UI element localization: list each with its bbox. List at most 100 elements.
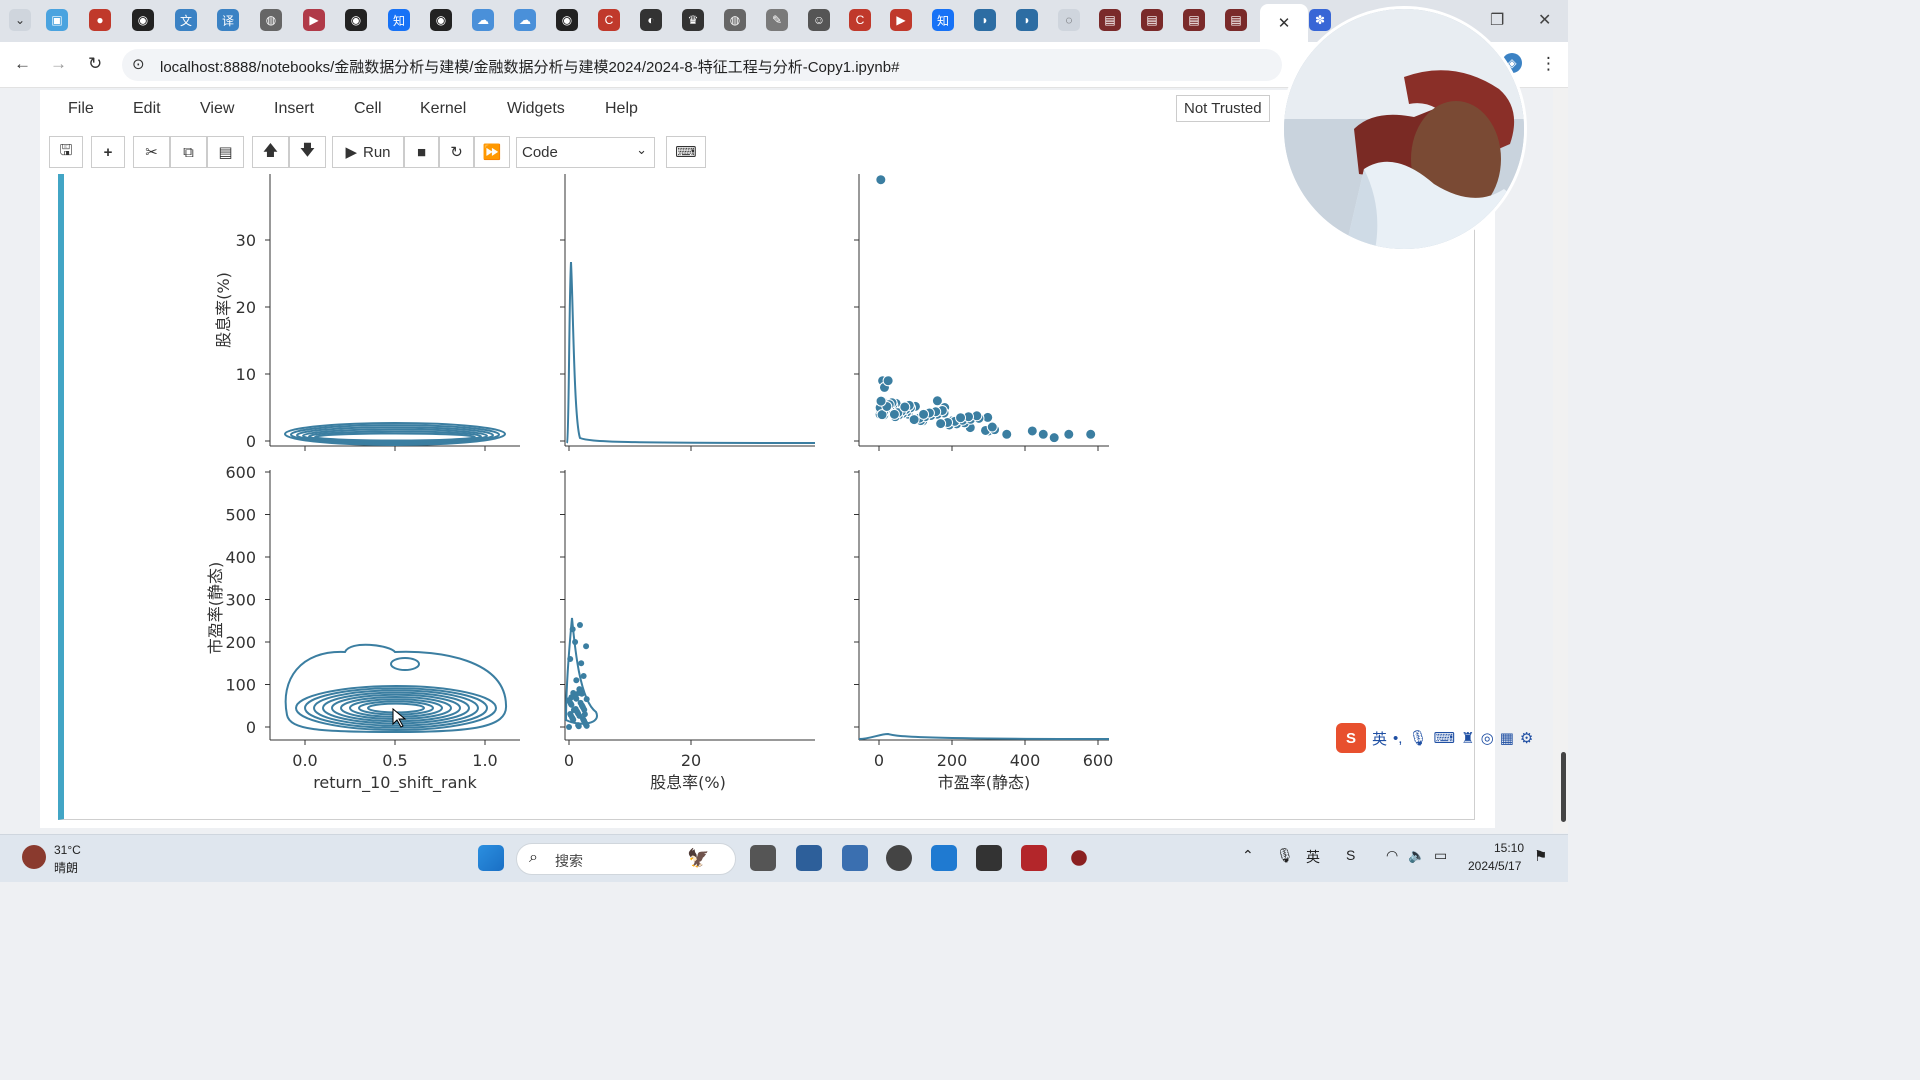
copy-button[interactable]: ⧉ bbox=[170, 136, 207, 168]
loading-tab-icon[interactable]: ◌ bbox=[1058, 9, 1080, 31]
menu-widgets[interactable]: Widgets bbox=[507, 100, 565, 117]
restore-window-icon[interactable]: ❐ bbox=[1490, 12, 1505, 29]
clock-date[interactable]: 2024/5/17 bbox=[1468, 859, 1522, 873]
menu-cell[interactable]: Cell bbox=[354, 100, 382, 117]
game-icon[interactable]: ◎ bbox=[1480, 730, 1494, 747]
run-button[interactable]: ▶ Run bbox=[332, 136, 404, 168]
url-text[interactable]: localhost:8888/notebooks/金融数据分析与建模/金融数据分… bbox=[160, 59, 900, 76]
chrome-icon[interactable] bbox=[886, 845, 912, 871]
battery-icon[interactable]: ▭ bbox=[1434, 847, 1448, 863]
trust-status-badge[interactable]: Not Trusted bbox=[1176, 95, 1270, 122]
site-info-icon[interactable]: ⊙ bbox=[132, 56, 145, 73]
active-tab[interactable]: ✕ bbox=[1260, 4, 1308, 42]
pen-tab-icon[interactable]: ✎ bbox=[766, 9, 788, 31]
clock-time[interactable]: 15:10 bbox=[1494, 841, 1525, 855]
csdn-tab-icon-2[interactable]: C bbox=[849, 9, 871, 31]
email-app-icon[interactable] bbox=[796, 845, 822, 871]
translate-tab-icon-2[interactable]: 译 bbox=[217, 9, 239, 31]
recorder-icon[interactable] bbox=[1071, 850, 1087, 866]
browser-menu-icon[interactable]: ⋮ bbox=[1540, 54, 1557, 73]
globe-tab-icon-2[interactable]: ◍ bbox=[724, 9, 746, 31]
cloud-tab-icon[interactable]: ☁ bbox=[472, 9, 494, 31]
keyboard-icon[interactable]: ⌨ bbox=[1433, 730, 1456, 747]
bilibili-tab-icon[interactable]: ▣ bbox=[46, 9, 68, 31]
menu-edit[interactable]: Edit bbox=[133, 100, 161, 117]
crown-tab-icon[interactable]: ♛ bbox=[682, 9, 704, 31]
app-tab-icon-2[interactable]: ◗ bbox=[1016, 9, 1038, 31]
tablet-app-icon[interactable] bbox=[750, 845, 776, 871]
menu-file[interactable]: File bbox=[68, 100, 94, 117]
grid-icon[interactable]: ▦ bbox=[1499, 730, 1514, 747]
book-tab-icon-2[interactable]: ▤ bbox=[1141, 9, 1163, 31]
book-tab-icon-3[interactable]: ▤ bbox=[1183, 9, 1205, 31]
weather-description[interactable]: 晴朗 bbox=[54, 861, 79, 875]
ime-lang-toggle[interactable]: 英 bbox=[1372, 730, 1388, 748]
sogou-icon[interactable]: S bbox=[1336, 723, 1366, 753]
app-tab-icon[interactable]: ◗ bbox=[974, 9, 996, 31]
tray-chevron-icon[interactable]: ⌃ bbox=[1242, 847, 1254, 863]
zhihu-tab-icon[interactable]: 知 bbox=[388, 9, 410, 31]
scrollbar-thumb[interactable] bbox=[1561, 752, 1566, 822]
tray-sogou-icon[interactable]: S bbox=[1346, 847, 1356, 863]
taskbar-search-input[interactable]: ⌕ 搜索 🦅 bbox=[516, 843, 736, 875]
skin-icon[interactable]: ♜ bbox=[1461, 730, 1475, 747]
book-tab-icon[interactable]: ▤ bbox=[1099, 9, 1121, 31]
file-explorer-icon[interactable] bbox=[842, 845, 868, 871]
volume-icon[interactable]: 🔈 bbox=[1408, 847, 1426, 863]
github-tab-icon-2[interactable]: ◉ bbox=[345, 9, 367, 31]
command-palette-button[interactable]: ⌨ bbox=[666, 136, 706, 168]
url-field[interactable] bbox=[122, 49, 1282, 81]
vertical-scrollbar[interactable] bbox=[1553, 88, 1568, 833]
weather-icon[interactable] bbox=[22, 845, 46, 869]
microphone-icon[interactable]: 🎙 bbox=[1408, 730, 1428, 747]
menu-help[interactable]: Help bbox=[605, 100, 638, 117]
insert-cell-button[interactable]: + bbox=[91, 136, 125, 168]
forward-icon[interactable]: → bbox=[50, 54, 67, 73]
youtube-tab-icon[interactable]: ▶ bbox=[890, 9, 912, 31]
terminal-icon[interactable] bbox=[976, 845, 1002, 871]
settings-icon[interactable]: ⚙ bbox=[1519, 730, 1534, 747]
video-tab-icon[interactable]: ▶ bbox=[303, 9, 325, 31]
cut-button[interactable]: ✂ bbox=[133, 136, 170, 168]
github-tab-icon[interactable]: ◉ bbox=[132, 9, 154, 31]
tab-list-icon[interactable]: ⌄ bbox=[9, 9, 31, 31]
tray-mic-icon[interactable]: 🎙 bbox=[1276, 847, 1294, 863]
menu-insert[interactable]: Insert bbox=[274, 100, 315, 117]
menu-kernel[interactable]: Kernel bbox=[420, 100, 467, 117]
save-button[interactable]: 🖫 bbox=[49, 136, 83, 168]
wifi-icon[interactable]: ◠ bbox=[1386, 847, 1399, 863]
github-tab-icon-3[interactable]: ◉ bbox=[430, 9, 452, 31]
restart-button[interactable]: ↻ bbox=[439, 136, 474, 168]
cell-type-select[interactable]: Code ⌄ bbox=[516, 137, 655, 168]
move-up-button[interactable]: 🡅 bbox=[252, 136, 289, 168]
back-icon[interactable]: ← bbox=[14, 54, 31, 73]
move-down-button[interactable]: 🡇 bbox=[289, 136, 326, 168]
close-tab-icon[interactable]: ✕ bbox=[1277, 15, 1291, 32]
ime-toolbar[interactable]: S 英 •, 🎙 ⌨ ♜ ◎ ▦ ⚙ bbox=[1336, 722, 1568, 754]
menu-view[interactable]: View bbox=[200, 100, 235, 117]
globe-tab-icon[interactable]: ◍ bbox=[260, 9, 282, 31]
selected-cell[interactable] bbox=[58, 174, 1475, 820]
github-tab-icon-4[interactable]: ◉ bbox=[556, 9, 578, 31]
translate-tab-icon[interactable]: 文 bbox=[175, 9, 197, 31]
interrupt-button[interactable]: ■ bbox=[404, 136, 439, 168]
paste-button[interactable]: ▤ bbox=[207, 136, 244, 168]
start-icon[interactable] bbox=[478, 845, 504, 871]
close-window-icon[interactable]: ✕ bbox=[1538, 12, 1552, 29]
run-all-button[interactable]: ⏩ bbox=[474, 136, 510, 168]
robot-tab-icon[interactable]: ☺ bbox=[808, 9, 830, 31]
zhihu-tab-icon-2[interactable]: 知 bbox=[932, 9, 954, 31]
weather-temperature[interactable]: 31°C bbox=[54, 843, 81, 857]
wps-icon[interactable] bbox=[1021, 845, 1047, 871]
vscode-icon[interactable] bbox=[931, 845, 957, 871]
tray-ime-icon[interactable]: 英 bbox=[1306, 849, 1320, 865]
baidu-tab-icon[interactable]: ✽ bbox=[1309, 9, 1331, 31]
book-tab-icon-4[interactable]: ▤ bbox=[1225, 9, 1247, 31]
reload-icon[interactable]: ↻ bbox=[88, 54, 103, 73]
notification-icon[interactable]: ⚑ bbox=[1534, 848, 1548, 865]
chat-tab-icon[interactable]: ◐ bbox=[640, 9, 662, 31]
punctuation-icon[interactable]: •, bbox=[1393, 729, 1403, 747]
csdn-tab-icon[interactable]: C bbox=[598, 9, 620, 31]
record-tab-icon[interactable]: ● bbox=[89, 9, 111, 31]
cloud-tab-icon-2[interactable]: ☁ bbox=[514, 9, 536, 31]
